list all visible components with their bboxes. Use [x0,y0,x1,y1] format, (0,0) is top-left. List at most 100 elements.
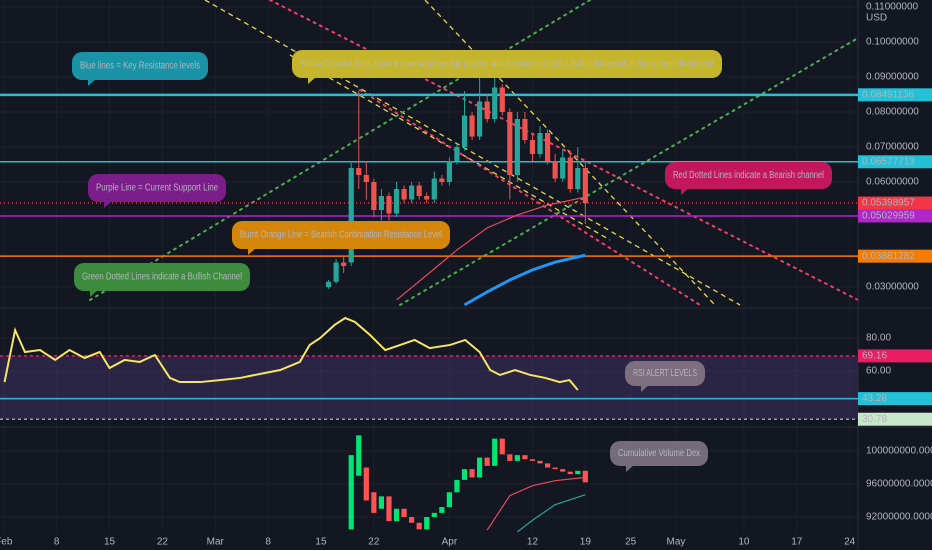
moving-average [486,476,586,531]
x-tick-label: Apr [442,537,458,548]
price-tag-label: 69.16 [862,351,887,362]
rsi-line [3,316,579,391]
x-tick-label: Feb [0,537,13,548]
candle-body [363,467,369,501]
callout-tail [90,290,98,297]
candle-body [499,438,505,455]
candle-body [507,112,513,176]
candle-body [378,196,385,211]
x-tick-label: 22 [157,537,169,548]
candle-body [356,168,362,176]
candle-body [567,471,573,475]
candle-body [431,178,437,200]
candle-body [477,101,483,137]
callout [88,174,226,202]
callout-tail [681,188,689,195]
candle-body [537,133,543,155]
moving-average [517,494,586,533]
candle-body [371,492,377,513]
candle-body [401,189,407,200]
callout-text: RSI ALERT LEVELS [633,368,697,379]
candle-body [439,507,445,513]
callout-text: Red Dotted Lines indicate a Bearish chan… [673,170,824,181]
candle-body [477,457,483,478]
candle-body [424,516,430,530]
callout-tail [641,385,649,392]
x-tick-label: 22 [368,537,380,548]
x-tick-label: Mar [207,537,225,548]
callout [292,50,722,78]
callout [665,162,832,189]
candle-body [341,262,347,267]
x-tick-label: 15 [315,537,327,548]
callout [74,263,250,291]
candle-body [446,492,452,508]
candle-body [469,115,475,137]
candle-body [363,175,369,183]
candle-body [484,101,490,120]
candle-body [386,196,392,214]
candle-body [446,161,452,183]
callout [625,361,705,386]
x-tick-label: 25 [625,537,637,548]
callout-tail [88,79,96,86]
candle-body [537,460,543,464]
candle-body [431,512,437,517]
candle-body [409,185,415,200]
x-tick-label: 8 [265,537,271,548]
candle-body [371,182,377,211]
candle-body [552,467,558,470]
y-tick-label: 0.07000000 [866,142,919,153]
candle-body [529,459,536,461]
x-tick-label: 24 [844,537,856,548]
bullish-channel-line [399,37,859,306]
y-tick-label: 0.08000000 [866,107,919,118]
callout [72,52,208,80]
candle-body [514,119,520,176]
callout-tail [626,465,634,472]
candle-body [439,178,445,183]
x-tick-label: 15 [104,537,116,548]
callout-text: Green Dotted Lines indicate a Bullish Ch… [82,272,242,283]
candle-body [325,281,332,288]
x-tick-label: 17 [791,537,803,548]
price-tag-label: 0.08491136 [862,89,915,100]
candle-body [492,438,498,466]
price-tag [858,209,932,223]
candle-body [348,168,354,263]
candle-body [575,470,581,475]
candle-body [552,161,558,179]
callout-tail [248,248,256,255]
candle-body [416,185,422,197]
price-tag-label: 0.05398957 [862,198,915,209]
candle-body [469,469,475,478]
candle-body [401,508,407,517]
candle-body [560,157,566,179]
candle-body [454,479,460,493]
bearish-channel-line [269,0,859,301]
candle-body [544,463,551,468]
x-tick-label: 12 [527,537,539,548]
price-tag [858,155,932,169]
y-tick-label: 100000000.00000000 [866,446,932,457]
price-tag-label: 43.28 [862,393,887,404]
callout-text: Cumulative Volume Dex [618,448,700,459]
y-tick-label: 0.06000000 [866,177,919,188]
y-tick-label: 92000000.00000000 [866,512,932,523]
candle-body [484,457,490,466]
price-tag [858,412,932,426]
candle-body [522,119,528,141]
bearish-channel-line [359,89,701,306]
x-tick-label: 10 [738,537,750,548]
y-tick-label: 0.11000000 [866,2,919,13]
candle-body [333,262,339,282]
callout [232,221,450,249]
candle-body [409,516,415,523]
callout [610,441,708,466]
price-tag-label: 30.78 [862,414,887,425]
y-tick-label: 0.09000000 [866,72,919,83]
moving-average [396,196,586,301]
candle-body [393,189,400,214]
callout-text: Blue lines = Key Resistance levels [80,61,200,72]
